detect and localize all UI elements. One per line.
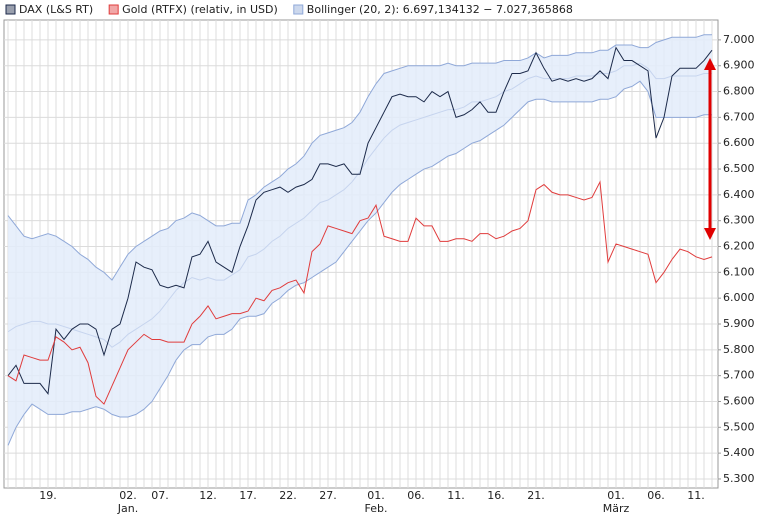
y-tick-label: 5.900 xyxy=(723,317,755,330)
x-tick-label: 01. xyxy=(607,489,625,502)
x-tick-label: 16. xyxy=(487,489,505,502)
band-upper xyxy=(7,34,712,281)
x-tick-label: 11. xyxy=(447,489,465,502)
x-tick-label: 27. xyxy=(319,489,337,502)
y-tick-label: 6.600 xyxy=(723,136,755,149)
band-middle xyxy=(7,62,712,348)
x-tick-label: 21. xyxy=(527,489,545,502)
x-tick-label: 02. xyxy=(119,489,137,502)
x-tick-label: 11. xyxy=(687,489,705,502)
y-tick-label: 5.400 xyxy=(723,446,755,459)
y-tick-label: 7.000 xyxy=(723,33,755,46)
x-month-label: Jan. xyxy=(117,502,138,515)
y-tick-label: 5.300 xyxy=(723,472,755,485)
marks xyxy=(7,34,713,446)
legend-label: Gold (RTFX) (relativ, in USD) xyxy=(122,3,278,16)
labels: 19. 02.Jan.07. 12. 17. 22. 27. 01.Feb.06. 11. 16… xyxy=(39,33,754,515)
y-tick-label: 6.000 xyxy=(723,291,755,304)
y-tick-label: 6.700 xyxy=(723,110,755,123)
y-tick-label: 6.900 xyxy=(723,59,755,72)
x-tick-label: 22. xyxy=(279,489,297,502)
band-lower xyxy=(7,80,712,446)
y-tick-label: 6.300 xyxy=(723,214,755,227)
x-tick-label: 01. xyxy=(367,489,385,502)
legend-swatch xyxy=(5,4,16,15)
legend: DAX (L&S RT) Gold (RTFX) (relativ, in USD… xyxy=(5,3,573,16)
y-tick-label: 6.100 xyxy=(723,265,755,278)
y-tick-label: 6.800 xyxy=(723,85,755,98)
line xyxy=(7,180,713,405)
line xyxy=(7,46,713,395)
x-tick-label: 07. xyxy=(151,489,169,502)
legend-label: Bollinger (20, 2): 6.697,134132 − 7.027,… xyxy=(307,3,573,16)
x-tick-label: 06. xyxy=(647,489,665,502)
x-tick-label: 06. xyxy=(407,489,425,502)
y-tick-label: 6.500 xyxy=(723,162,755,175)
y-tick-label: 5.500 xyxy=(723,420,755,433)
legend-swatch xyxy=(108,4,119,15)
x-month-label: März xyxy=(603,502,630,515)
x-month-label: Feb. xyxy=(365,502,388,515)
y-tick-label: 5.700 xyxy=(723,369,755,382)
x-tick-label: 19. xyxy=(39,489,57,502)
y-tick-label: 5.600 xyxy=(723,394,755,407)
y-tick-label: 6.200 xyxy=(723,240,755,253)
legend-label: DAX (L&S RT) xyxy=(19,3,93,16)
legend-swatch xyxy=(293,4,304,15)
y-tick-label: 6.400 xyxy=(723,188,755,201)
band-fill xyxy=(8,34,712,446)
y-tick-label: 5.800 xyxy=(723,343,755,356)
x-tick-label: 17. xyxy=(239,489,257,502)
x-tick-label: 12. xyxy=(199,489,217,502)
